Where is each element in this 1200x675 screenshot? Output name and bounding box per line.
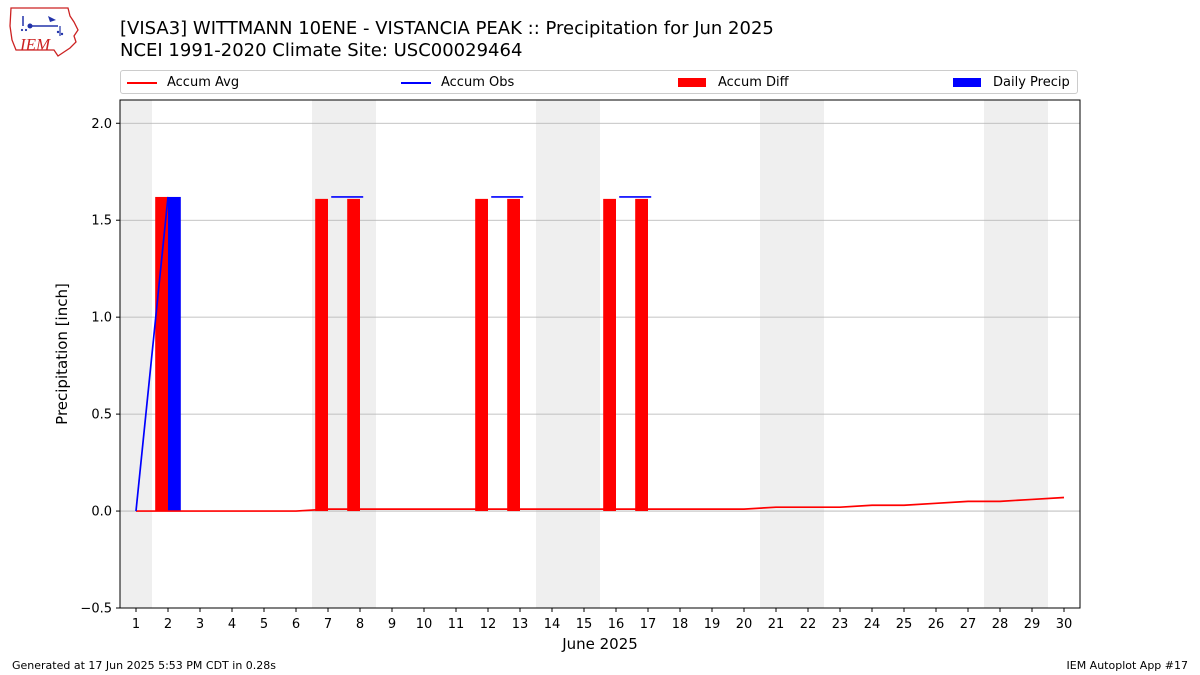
weekend-shade <box>536 100 600 608</box>
legend-label-accum-obs: Accum Obs <box>441 75 515 90</box>
x-tick-label: 28 <box>992 617 1009 632</box>
x-tick-label: 17 <box>640 617 657 632</box>
y-axis-label: Precipitation [inch] <box>53 283 71 425</box>
accum-diff-bar <box>347 198 360 512</box>
y-tick-label: 2.0 <box>91 117 112 132</box>
legend-swatch-daily-precip <box>953 78 981 87</box>
generated-note: Generated at 17 Jun 2025 5:53 PM CDT in … <box>12 659 277 672</box>
weekend-shade <box>120 100 152 608</box>
bars <box>155 196 648 512</box>
x-tick-label: 25 <box>896 617 913 632</box>
app-id-note: IEM Autoplot App #17 <box>1066 659 1189 672</box>
chart-subtitle: NCEI 1991-2020 Climate Site: USC00029464 <box>120 40 523 61</box>
x-tick-label: 1 <box>132 617 140 632</box>
y-tick-label: 0.0 <box>91 505 112 520</box>
x-tick-label: 5 <box>260 617 268 632</box>
x-tick-label: 20 <box>736 617 753 632</box>
x-tick-label: 8 <box>356 617 364 632</box>
accum-diff-bar <box>507 198 520 512</box>
x-tick-label: 15 <box>576 617 593 632</box>
legend-label-accum-avg: Accum Avg <box>167 75 240 90</box>
iem-logo: IEM <box>9 7 79 57</box>
accum-diff-bar <box>475 198 488 512</box>
x-tick-label: 12 <box>480 617 497 632</box>
x-tick-label: 7 <box>324 617 332 632</box>
daily-precip-bar <box>168 196 181 512</box>
accum-obs-segment <box>135 196 169 512</box>
x-tick-label: 29 <box>1024 617 1041 632</box>
x-tick-label: 16 <box>608 617 625 632</box>
legend-swatch-accum-diff <box>678 78 706 87</box>
plot-frame <box>119 99 1081 609</box>
logo-text: IEM <box>19 35 51 54</box>
x-axis-label: June 2025 <box>561 635 638 653</box>
y-tick-label: 1.5 <box>91 214 112 229</box>
x-tick-label: 10 <box>416 617 433 632</box>
weekend-shading <box>120 100 1048 608</box>
chart-legend: Accum Avg Accum Obs Accum Diff Daily Pre… <box>120 70 1078 94</box>
x-tick-label: 30 <box>1056 617 1073 632</box>
x-tick-label: 22 <box>800 617 817 632</box>
x-tick-label: 26 <box>928 617 945 632</box>
x-tick-label: 24 <box>864 617 881 632</box>
x-tick-label: 9 <box>388 617 396 632</box>
series-lines <box>135 196 1065 512</box>
x-tick-label: 3 <box>196 617 204 632</box>
x-tick-label: 6 <box>292 617 300 632</box>
x-tick-label: 11 <box>448 617 465 632</box>
chart-title: [VISA3] WITTMANN 10ENE - VISTANCIA PEAK … <box>120 18 774 39</box>
x-tick-label: 14 <box>544 617 561 632</box>
accum-diff-bar <box>315 198 328 512</box>
legend-swatch-accum-obs <box>401 82 431 84</box>
accum-diff-bar <box>603 198 616 512</box>
accum-diff-bar <box>155 196 168 512</box>
x-tick-label: 2 <box>164 617 172 632</box>
weekend-shade <box>760 100 824 608</box>
legend-label-accum-diff: Accum Diff <box>718 75 789 90</box>
x-tick-label: 21 <box>768 617 785 632</box>
axes: −0.50.00.51.01.52.01 2 3 4 5 6 7 8 9 10 11 12 13 14 15… <box>80 117 1072 632</box>
x-tick-label: 19 <box>704 617 721 632</box>
x-tick-label: 23 <box>832 617 849 632</box>
legend-label-daily-precip: Daily Precip <box>993 75 1070 90</box>
y-tick-label: 0.5 <box>91 408 112 423</box>
weekend-shade <box>984 100 1048 608</box>
x-tick-label: 13 <box>512 617 529 632</box>
accum-diff-bar <box>635 198 648 512</box>
x-tick-label: 18 <box>672 617 689 632</box>
x-tick-label: 27 <box>960 617 977 632</box>
y-tick-label: −0.5 <box>80 602 112 617</box>
y-tick-label: 1.0 <box>91 311 112 326</box>
legend-swatch-accum-avg <box>127 82 157 84</box>
x-tick-label: 4 <box>228 617 236 632</box>
accum-avg-line <box>136 496 1065 512</box>
